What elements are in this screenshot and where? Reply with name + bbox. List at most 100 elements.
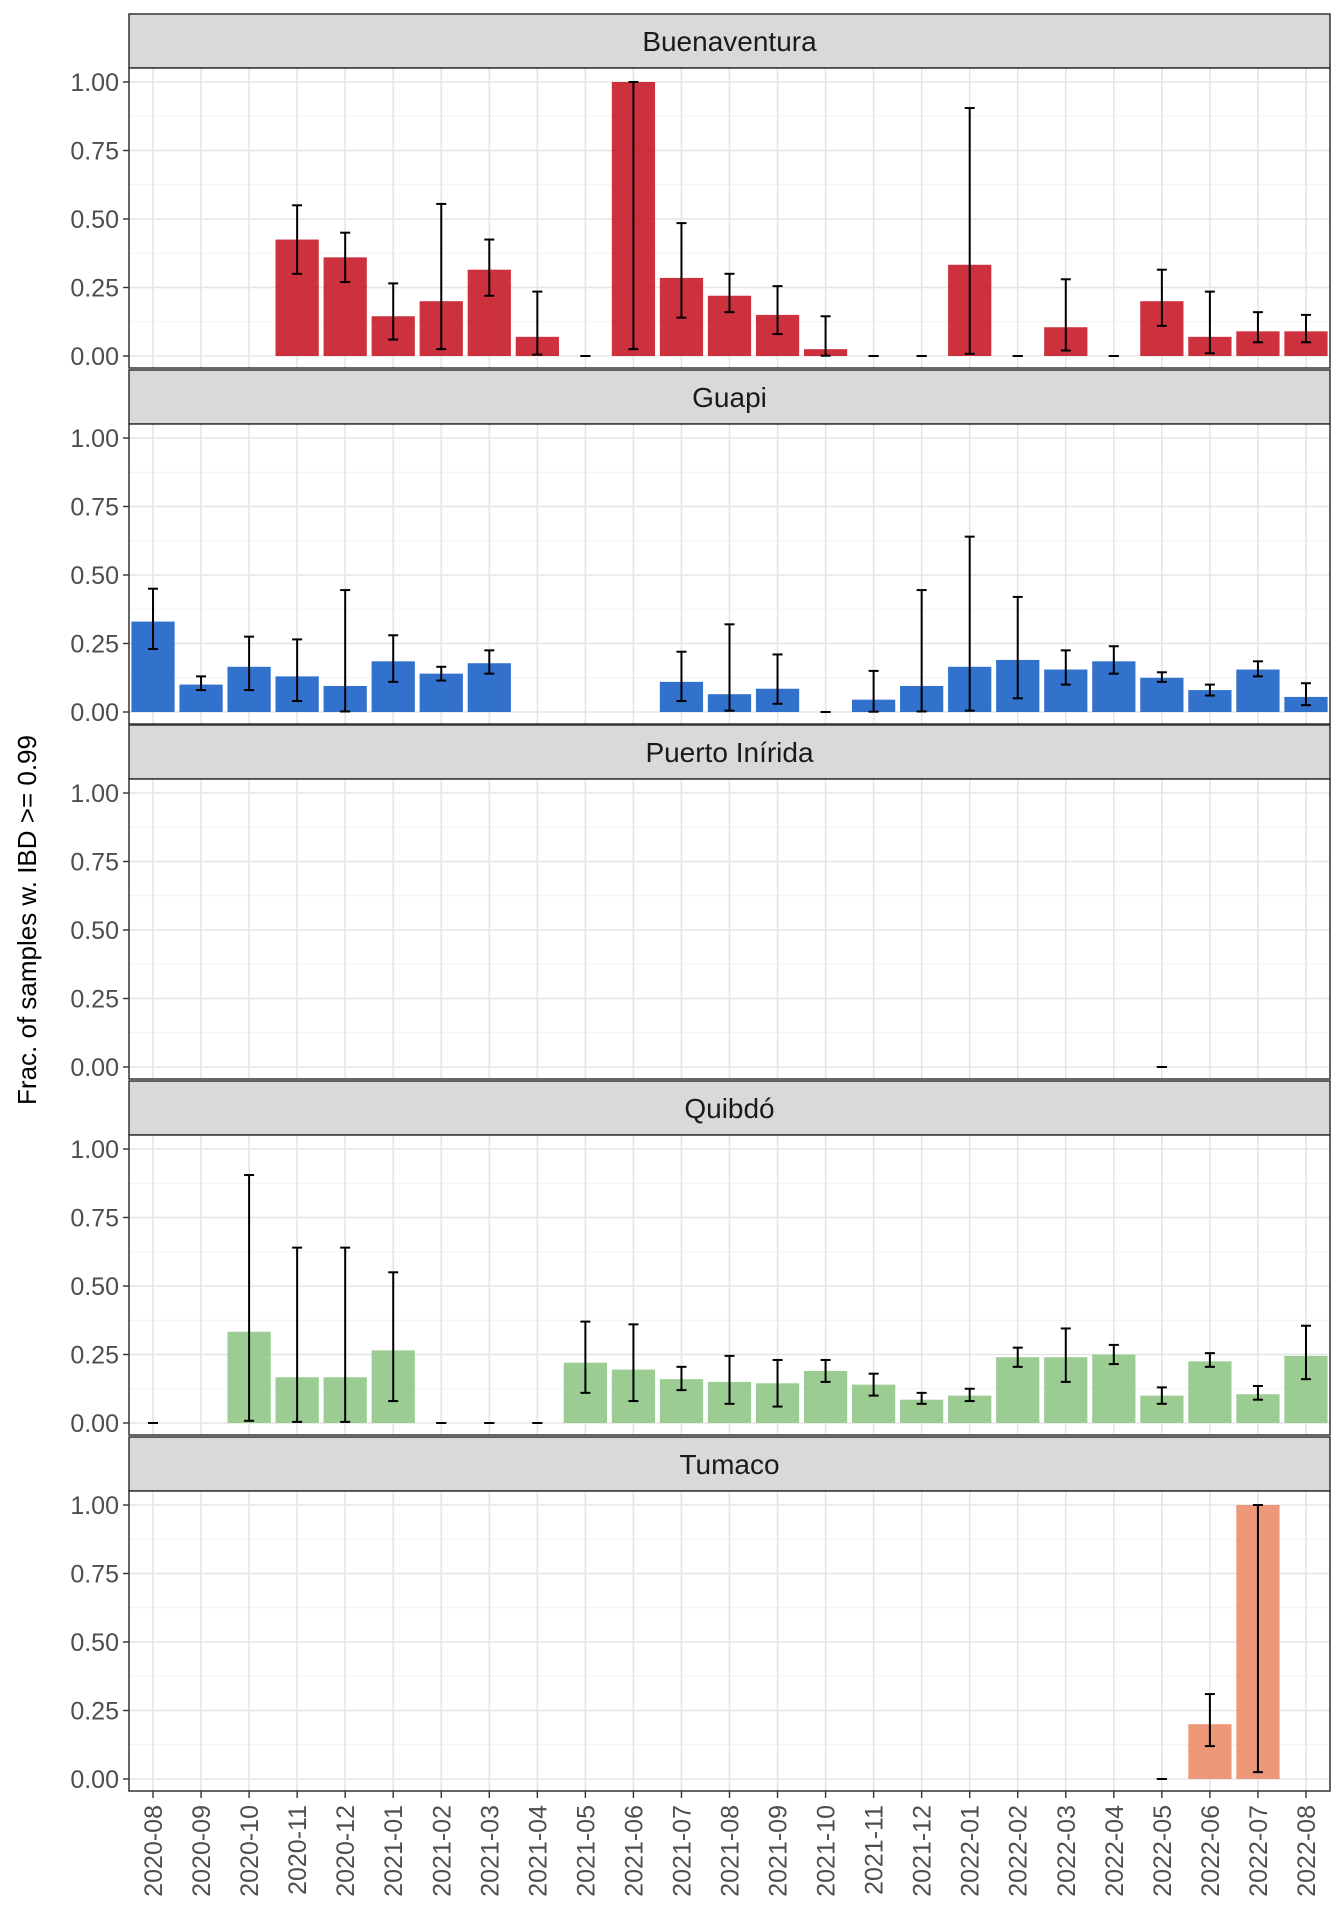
panel-border <box>128 423 1331 725</box>
error-bar-buenaventura-2021-04 <box>532 290 543 356</box>
error-bar-guapi-2021-09 <box>772 653 783 705</box>
y-tick-label: 0.25 <box>70 1698 119 1726</box>
bar-guapi-2022-05 <box>1140 677 1184 712</box>
x-tick-label: 2020-10 <box>236 1805 264 1897</box>
bar-quibdo-2022-04 <box>1092 1354 1136 1423</box>
x-axis: 2020-08 2020-09 2020-10 2020-11 2020-12 2021-… <box>140 1791 1321 1897</box>
error-bar-guapi-2020-08 <box>148 587 159 650</box>
facet-strip <box>128 13 1331 69</box>
error-bar-guapi-2022-07 <box>1252 660 1263 678</box>
x-tick-label: 2021-01 <box>380 1805 408 1897</box>
x-tick-label: 2021-10 <box>813 1805 841 1897</box>
error-bar-quibdo-2022-07 <box>1252 1385 1263 1401</box>
y-tick-label: 1.00 <box>70 69 119 97</box>
x-tick-label: 2021-09 <box>765 1805 793 1897</box>
error-bar-quibdo-2020-11 <box>292 1246 303 1423</box>
facet-strip-label: Quibdó <box>684 1093 774 1124</box>
y-tick-label: 1.00 <box>70 1136 119 1164</box>
error-bar-quibdo-2022-02 <box>1012 1346 1023 1368</box>
error-bar-guapi-2021-12 <box>916 589 927 713</box>
error-bar-quibdo-2021-08 <box>724 1354 735 1405</box>
y-tick-label: 1.00 <box>70 780 119 808</box>
error-bar-guapi-2022-03 <box>1060 649 1071 686</box>
y-tick-label: 0.25 <box>70 631 119 659</box>
y-tick-label: 1.00 <box>70 1492 119 1520</box>
y-tick-label: 0.75 <box>70 849 119 877</box>
error-bar-buenaventura-2022-03 <box>1060 278 1071 352</box>
panel-border <box>128 778 1331 1080</box>
error-bar-quibdo-2021-12 <box>916 1391 927 1405</box>
error-bar-quibdo-2022-01 <box>964 1387 975 1403</box>
error-bar-guapi-2020-12 <box>340 589 351 713</box>
facet-strip-label: Tumaco <box>679 1449 779 1480</box>
facet-panels: Buenaventura 0.00 0.25 0.50 0.75 1.00 Guapi 0.0… <box>70 13 1331 1794</box>
y-tick-label: 0.00 <box>70 343 119 371</box>
error-bar-guapi-2022-06 <box>1204 683 1215 697</box>
x-tick-label: 2021-06 <box>620 1805 648 1897</box>
y-tick-label: 0.50 <box>70 917 119 945</box>
y-tick-label: 1.00 <box>70 425 119 453</box>
x-tick-label: 2021-12 <box>909 1805 937 1897</box>
bar-quibdo-2022-06 <box>1188 1361 1232 1423</box>
error-bar-quibdo-2020-10 <box>244 1174 255 1422</box>
error-bar-buenaventura-2022-08 <box>1300 313 1311 344</box>
panel-quibdo: Quibdó 0.00 0.25 0.50 0.75 1.00 <box>70 1080 1331 1438</box>
error-bar-tumaco-2022-06 <box>1204 1693 1215 1748</box>
y-tick-label: 0.75 <box>70 1205 119 1233</box>
panel-border <box>128 1134 1331 1436</box>
error-bar-buenaventura-2022-07 <box>1252 311 1263 344</box>
error-bar-quibdo-2022-04 <box>1108 1343 1119 1366</box>
panel-puerto-inirida: Puerto Inírida 0.00 0.25 0.50 0.75 1.00 <box>70 724 1331 1082</box>
error-bar-guapi-2021-01 <box>388 634 399 683</box>
error-bar-quibdo-2022-05 <box>1156 1386 1167 1405</box>
error-bar-guapi-2022-02 <box>1012 595 1023 700</box>
y-tick-label: 0.50 <box>70 1629 119 1657</box>
x-tick-label: 2020-11 <box>284 1805 312 1895</box>
y-tick-label: 0.25 <box>70 275 119 303</box>
x-tick-label: 2021-07 <box>668 1805 696 1897</box>
error-bar-guapi-2021-08 <box>724 623 735 712</box>
error-bar-buenaventura-2021-03 <box>484 238 495 297</box>
error-bar-buenaventura-2020-12 <box>340 231 351 284</box>
facet-strip <box>128 1080 1331 1136</box>
error-bar-quibdo-2021-11 <box>868 1372 879 1397</box>
error-bar-buenaventura-2021-07 <box>676 222 687 319</box>
error-bar-quibdo-2021-09 <box>772 1358 783 1408</box>
error-bar-guapi-2022-01 <box>964 535 975 712</box>
error-bar-guapi-2021-11 <box>868 669 879 713</box>
x-tick-label: 2021-04 <box>524 1805 552 1897</box>
error-bar-buenaventura-2021-01 <box>388 282 399 341</box>
y-tick-label: 0.00 <box>70 699 119 727</box>
y-tick-label: 0.75 <box>70 1561 119 1589</box>
error-bar-buenaventura-2021-09 <box>772 285 783 336</box>
y-tick-label: 0.75 <box>70 494 119 522</box>
error-bar-guapi-2020-11 <box>292 638 303 703</box>
y-tick-label: 0.50 <box>70 562 119 590</box>
error-bar-buenaventura-2021-06 <box>628 81 639 351</box>
y-tick-label: 0.75 <box>70 138 119 166</box>
error-bar-guapi-2022-08 <box>1300 682 1311 707</box>
error-bar-quibdo-2020-12 <box>340 1246 351 1423</box>
error-bar-buenaventura-2022-01 <box>964 107 975 355</box>
x-tick-label: 2020-08 <box>140 1805 168 1897</box>
error-bar-quibdo-2021-10 <box>820 1358 831 1383</box>
error-bar-quibdo-2021-05 <box>580 1320 591 1394</box>
x-tick-label: 2022-07 <box>1245 1805 1273 1897</box>
x-tick-label: 2022-01 <box>957 1805 985 1897</box>
facet-strip <box>128 1436 1331 1492</box>
error-bar-quibdo-2021-06 <box>628 1323 639 1403</box>
error-bar-quibdo-2021-01 <box>388 1271 399 1403</box>
x-tick-label: 2020-12 <box>332 1805 360 1897</box>
error-bar-quibdo-2022-08 <box>1300 1324 1311 1381</box>
x-tick-label: 2022-03 <box>1053 1805 1081 1897</box>
x-tick-label: 2021-05 <box>572 1805 600 1897</box>
x-tick-label: 2022-05 <box>1149 1805 1177 1897</box>
y-tick-label: 0.25 <box>70 986 119 1014</box>
panel-buenaventura: Buenaventura 0.00 0.25 0.50 0.75 1.00 <box>70 13 1331 371</box>
error-bar-buenaventura-2021-10 <box>820 315 831 357</box>
error-bar-buenaventura-2022-06 <box>1204 290 1215 355</box>
error-bar-quibdo-2022-06 <box>1204 1352 1215 1368</box>
x-tick-label: 2021-08 <box>717 1805 745 1897</box>
y-tick-label: 0.25 <box>70 1342 119 1370</box>
